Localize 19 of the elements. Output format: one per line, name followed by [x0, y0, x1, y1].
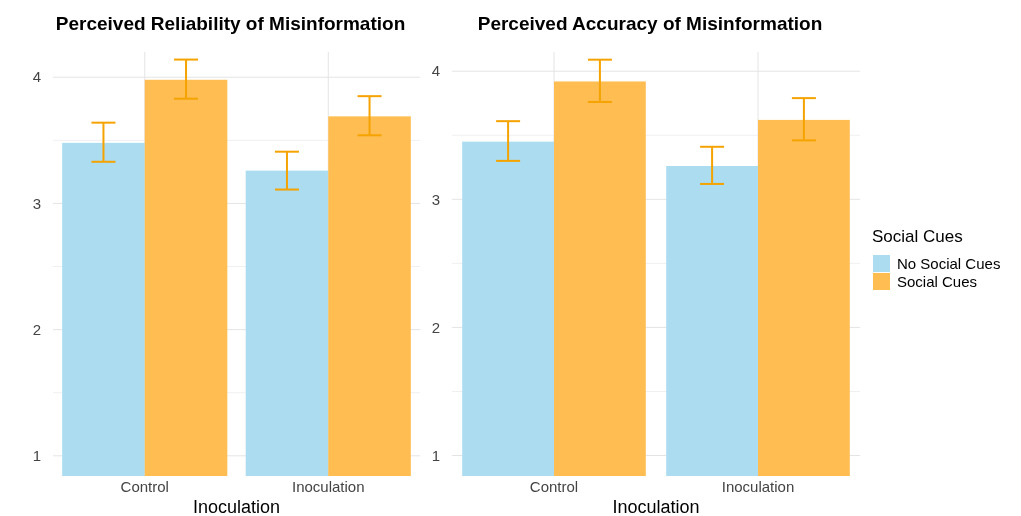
x-axis-title: Inoculation	[192, 497, 281, 516]
y-tick-label: 2	[431, 318, 440, 336]
legend-label: Social Cues	[897, 273, 978, 291]
legend-title: Social Cues	[872, 227, 963, 246]
chart-title: Perceived Accuracy of Misinformation	[477, 13, 823, 34]
chart-title: Perceived Reliability of Misinformation	[55, 13, 406, 34]
y-tick-label: 4	[32, 68, 41, 86]
y-tick-label: 4	[431, 62, 440, 80]
y-tick-label: 1	[431, 446, 440, 464]
y-tick-label: 3	[32, 194, 41, 212]
x-tick-label: Control	[529, 478, 579, 495]
x-tick-label: Inoculation	[721, 478, 795, 495]
y-tick-label: 3	[431, 190, 440, 208]
x-axis-title: Inoculation	[612, 497, 700, 516]
y-tick-label: 2	[32, 320, 41, 338]
legend-label: No Social Cues	[897, 255, 1001, 273]
x-tick-label: Control	[120, 478, 169, 495]
y-tick-label: 1	[32, 447, 41, 465]
x-tick-label: Inoculation	[291, 478, 365, 495]
